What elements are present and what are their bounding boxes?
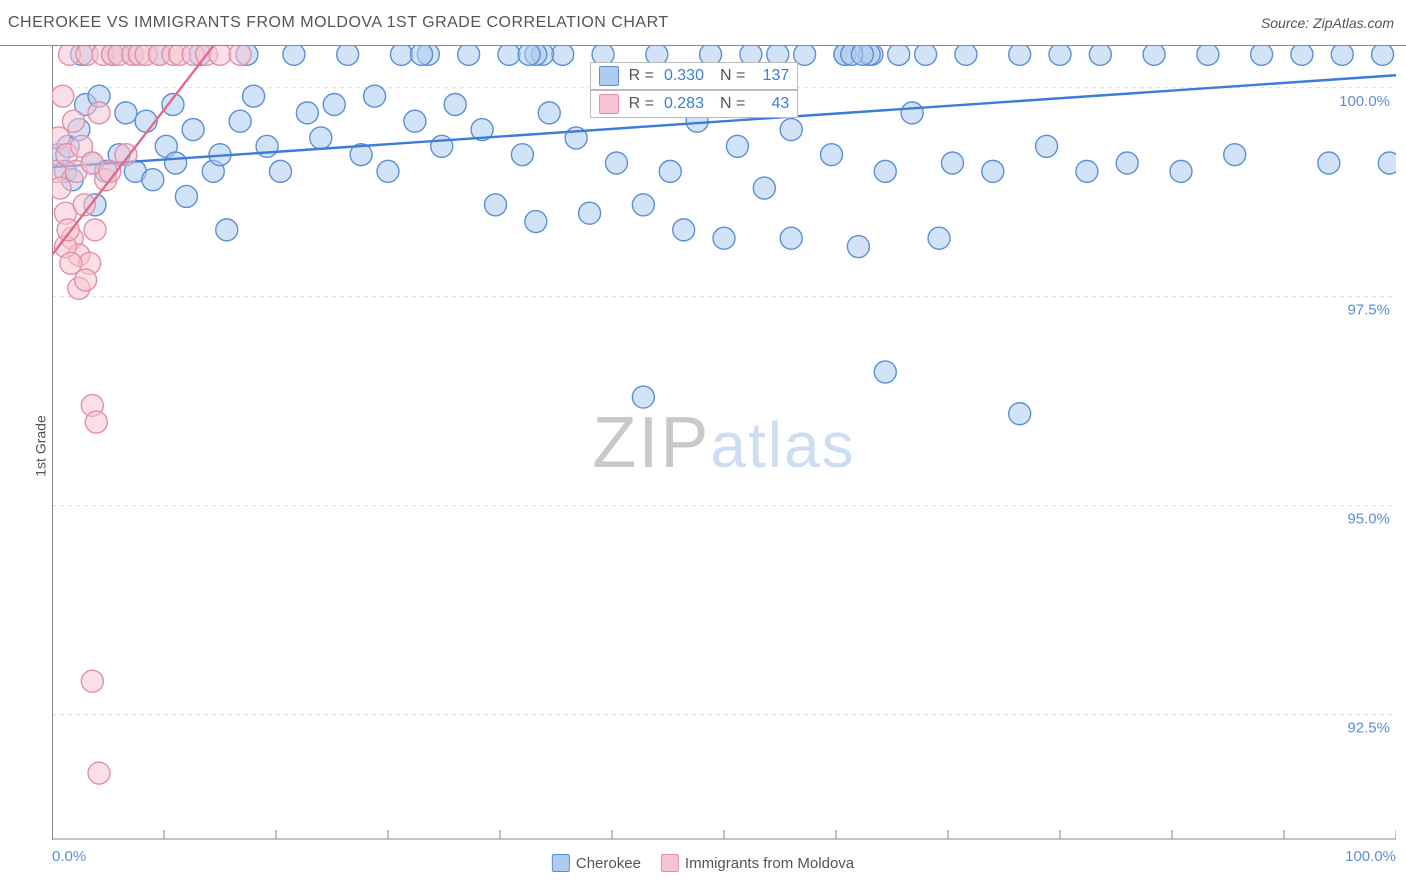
stats-row: R = 0.283 N = 43 (590, 90, 799, 118)
r-value: 0.283 (664, 95, 710, 113)
bottom-legend: Cherokee Immigrants from Moldova (552, 854, 854, 872)
x-axis-min-label: 0.0% (52, 848, 86, 865)
svg-text:95.0%: 95.0% (1347, 511, 1390, 528)
n-label: N = (720, 95, 745, 113)
legend-swatch (552, 854, 570, 872)
r-label: R = (629, 95, 654, 113)
chart-header: CHEROKEE VS IMMIGRANTS FROM MOLDOVA 1ST … (0, 0, 1406, 46)
plot-area: 92.5%95.0%97.5%100.0% ZIPatlas R = 0.330… (52, 46, 1396, 840)
svg-text:97.5%: 97.5% (1347, 302, 1390, 319)
stats-row: R = 0.330 N = 137 (590, 62, 799, 90)
stats-swatch (599, 94, 619, 114)
scatter-svg: 92.5% 95.0% 97.5% 100.0% (52, 46, 1396, 840)
r-value: 0.330 (664, 67, 710, 85)
legend-label: Cherokee (576, 855, 641, 872)
n-value: 137 (755, 67, 789, 85)
stats-swatch (599, 66, 619, 86)
y-axis-label: 1st Grade (33, 415, 49, 476)
legend-item: Immigrants from Moldova (661, 854, 854, 872)
correlation-stats-box: R = 0.330 N = 137 R = 0.283 N = 43 (590, 62, 799, 118)
x-axis-max-label: 100.0% (1345, 848, 1396, 865)
svg-text:92.5%: 92.5% (1347, 720, 1390, 737)
n-value: 43 (755, 95, 789, 113)
r-label: R = (629, 67, 654, 85)
chart-title: CHEROKEE VS IMMIGRANTS FROM MOLDOVA 1ST … (8, 14, 669, 32)
legend-label: Immigrants from Moldova (685, 855, 854, 872)
source-label: Source: (1261, 15, 1309, 31)
n-label: N = (720, 67, 745, 85)
svg-text:100.0%: 100.0% (1339, 93, 1390, 110)
source-attribution: Source: ZipAtlas.com (1261, 15, 1394, 31)
legend-item: Cherokee (552, 854, 641, 872)
legend-swatch (661, 854, 679, 872)
source-name: ZipAtlas.com (1313, 15, 1394, 31)
